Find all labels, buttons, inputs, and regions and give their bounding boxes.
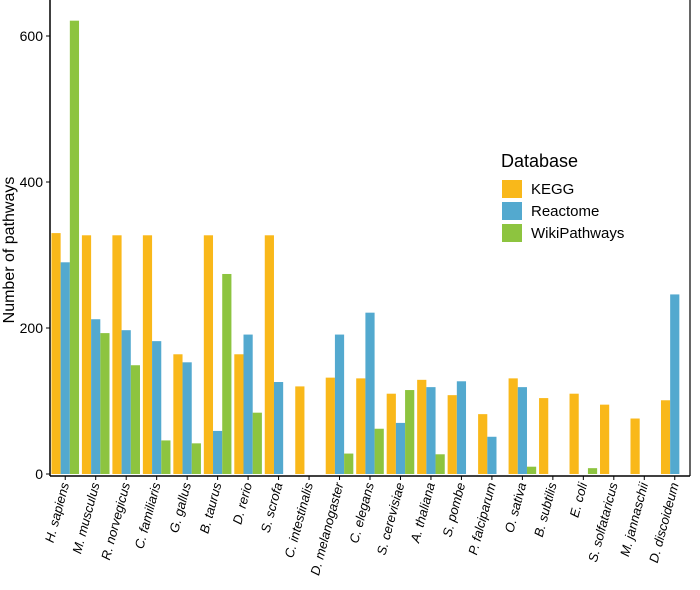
bar-reactome <box>273 382 284 474</box>
x-tick-label: C. elegans <box>346 480 377 544</box>
bar-kegg <box>600 404 610 474</box>
bar-wikipathways <box>405 390 415 474</box>
x-tick-label: G. gallus <box>166 480 194 534</box>
x-tick-label: S. scrofa <box>258 481 286 534</box>
x-tick-label: R. norvegicus <box>98 480 133 561</box>
legend-title: Database <box>501 151 578 171</box>
x-tick-label: C. familiaris <box>132 480 164 550</box>
y-tick-label: 200 <box>20 320 44 336</box>
bar-reactome <box>182 362 192 474</box>
bar-wikipathways <box>100 333 110 474</box>
x-tick-label: E. coli <box>567 480 591 519</box>
bar-kegg <box>478 414 488 474</box>
bar-reactome <box>487 436 497 474</box>
legend-swatch-wikipathways <box>502 224 522 242</box>
bar-kegg <box>81 235 92 474</box>
bar-kegg <box>539 398 549 474</box>
bar-wikipathways <box>222 273 232 474</box>
x-tick-label: D. discoideum <box>646 481 682 565</box>
x-tick-label: P. falciparum <box>465 481 499 557</box>
bar-kegg <box>325 377 335 474</box>
x-tick-label: C. intestinalis <box>281 480 316 559</box>
x-tick-label: M. jannaschii <box>617 480 651 558</box>
bar-reactome <box>334 334 345 474</box>
x-tick-label: B. subtilis <box>531 480 560 538</box>
bar-kegg <box>203 235 214 474</box>
bar-kegg <box>356 378 366 474</box>
bar-reactome <box>395 422 406 474</box>
legend-swatch-kegg <box>502 180 522 198</box>
x-tick-label: S. solfataricus <box>585 480 621 563</box>
bar-kegg <box>386 393 396 474</box>
bar-kegg <box>508 378 518 474</box>
x-tick-label: A. thaliana <box>407 481 438 545</box>
bar-wikipathways <box>344 453 354 474</box>
y-tick-label: 400 <box>20 174 44 190</box>
x-tick-label: O. sativa <box>502 481 530 534</box>
x-tick-label: S. cerevisiae <box>374 481 408 557</box>
bar-reactome <box>152 341 162 474</box>
bar-wikipathways <box>69 20 80 474</box>
legend-label-kegg: KEGG <box>531 181 574 198</box>
bar-kegg <box>173 354 183 474</box>
bar-kegg <box>630 418 640 474</box>
bar-wikipathways <box>252 412 262 474</box>
legend-swatch-reactome <box>502 202 522 220</box>
bar-kegg <box>417 379 427 474</box>
bar-reactome <box>213 430 223 474</box>
bar-kegg <box>142 235 153 474</box>
legend: Database KEGG Reactome WikiPathways <box>501 151 624 242</box>
y-tick-label: 600 <box>20 28 44 44</box>
bar-kegg <box>264 235 274 474</box>
bar-reactome <box>91 319 101 474</box>
bar-reactome <box>426 387 436 474</box>
bar-wikipathways <box>161 440 171 474</box>
bar-kegg <box>112 235 122 474</box>
bar-wikipathways <box>587 468 598 474</box>
bar-wikipathways <box>374 428 384 474</box>
y-axis-title: Number of pathways <box>1 177 18 324</box>
bars <box>51 20 680 474</box>
bar-reactome <box>121 330 131 474</box>
x-tick-label: B. taurus <box>197 480 225 535</box>
bar-kegg <box>295 386 305 474</box>
bar-reactome <box>456 381 467 474</box>
x-tick-label: M. musculus <box>69 480 103 555</box>
legend-label-wikipathways: WikiPathways <box>531 225 624 242</box>
x-tick-label: H. sapiens <box>42 480 73 544</box>
bar-wikipathways <box>435 454 445 474</box>
bar-reactome <box>517 387 527 474</box>
bar-wikipathways <box>130 365 140 474</box>
bar-kegg <box>569 393 579 474</box>
legend-label-reactome: Reactome <box>531 203 599 220</box>
y-tick-label: 0 <box>35 466 43 482</box>
x-tick-label: S. pombe <box>439 481 468 539</box>
bar-reactome <box>243 334 253 474</box>
bar-wikipathways <box>526 466 537 474</box>
x-tick-label: D. rerio <box>229 481 255 526</box>
bar-wikipathways <box>191 443 201 474</box>
bar-reactome <box>670 294 680 474</box>
bar-kegg <box>447 395 457 474</box>
bar-kegg <box>660 400 671 474</box>
bar-reactome <box>60 262 70 474</box>
bar-kegg <box>51 233 61 474</box>
bar-kegg <box>234 354 244 474</box>
bar-reactome <box>365 312 375 474</box>
